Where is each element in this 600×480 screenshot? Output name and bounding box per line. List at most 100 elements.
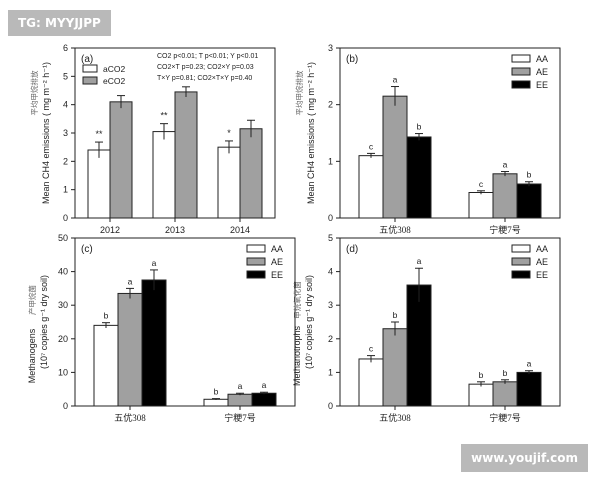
legend-label: EE (536, 270, 548, 280)
legend-swatch (511, 257, 531, 266)
significance-letter: b (104, 311, 109, 321)
bar (174, 91, 198, 219)
significance-letter: b (479, 370, 484, 380)
significance-letter: b (503, 368, 508, 378)
significance-letter: b (214, 387, 219, 397)
bar (516, 371, 542, 407)
ylabel: Methanotrophs (292, 325, 302, 386)
stats-line: CO2×T p=0.23; CO2×Y p=0.03 (157, 64, 254, 71)
plot-frame (339, 237, 561, 407)
bar (516, 183, 542, 219)
chart-panel-3: 0 10 20 30 40 50 产甲烷菌 Methanogens (10⁷ copies g⁻… (27, 233, 296, 423)
significance-letter: a (393, 75, 398, 85)
bar (358, 155, 384, 219)
legend-label: AE (536, 257, 548, 267)
legend: AA AE EE (511, 244, 548, 280)
significance-letter: b (417, 122, 422, 132)
legend-label: AE (271, 257, 283, 267)
y-tick-label: 5 (328, 233, 333, 243)
x-tick-label: 宁粳7号 (489, 224, 521, 235)
bar (382, 328, 408, 407)
legend: AA AE EE (246, 244, 283, 280)
significance-letter: a (503, 160, 508, 170)
significance-letter: a (128, 276, 133, 286)
x-tick-label: 五优308 (114, 412, 146, 423)
bar (406, 136, 432, 219)
y-tick-label: 40 (58, 267, 68, 277)
y-tick-label: 20 (58, 334, 68, 344)
stats-line: CO2 p<0.01; T p<0.01; Y p<0.01 (157, 53, 258, 60)
stats-line: T×Y p=0.81; CO2×T×Y p=0.40 (157, 75, 252, 82)
y-tick-label: 4 (63, 100, 68, 110)
chart-panel-4: 0 1 2 3 4 5 甲烷氧化菌 Methanotrophs (10⁷ copies g⁻¹ … (292, 233, 561, 423)
y-tick-label: 0 (328, 213, 333, 223)
bar (141, 279, 167, 407)
y-tick-label: 4 (328, 267, 333, 277)
ylabel-cn: 甲烷氧化菌 (292, 281, 302, 319)
x-tick-label: 宁粳7号 (224, 412, 256, 423)
significance-stars: ** (160, 111, 168, 121)
y-tick-label: 1 (328, 156, 333, 166)
y-tick-label: 0 (63, 401, 68, 411)
legend-swatch (246, 270, 266, 279)
y-tick-label: 2 (328, 334, 333, 344)
bar (239, 128, 263, 219)
y-tick-label: 1 (63, 185, 68, 195)
y-tick-label: 0 (63, 213, 68, 223)
significance-letter: a (152, 258, 157, 268)
chart-panel-2: 0 1 2 3 平均甲烷排放 Mean CH4 emissions ( mg m⁻² h⁻… (294, 43, 561, 235)
x-tick-label: 2012 (100, 225, 120, 235)
legend-swatch (511, 270, 531, 279)
significance-letter: c (369, 141, 374, 151)
watermark-bottom: www.youjif.com (461, 444, 588, 472)
ylabel: Methanogens (27, 328, 37, 383)
legend-swatch (82, 76, 98, 85)
bar (251, 392, 277, 407)
significance-letter: b (393, 310, 398, 320)
panel-label: (b) (346, 54, 358, 65)
legend-label: AA (271, 244, 283, 254)
significance-stars: * (227, 128, 231, 138)
y-tick-label: 10 (58, 367, 68, 377)
legend-label: EE (271, 270, 283, 280)
bar (358, 358, 384, 407)
bar (468, 383, 494, 407)
bar (227, 393, 253, 407)
bar (406, 284, 432, 407)
bar (93, 324, 119, 407)
y-tick-label: 1 (328, 367, 333, 377)
y-tick-label: 3 (328, 43, 333, 53)
legend-swatch (511, 54, 531, 63)
legend-swatch (511, 67, 531, 76)
legend-label: aCO2 (103, 64, 125, 74)
x-tick-label: 五优308 (379, 224, 411, 235)
ylabel-units: (10⁷ copies g⁻¹ dry soil) (39, 275, 49, 369)
legend-label: AA (536, 244, 548, 254)
bar (203, 398, 229, 407)
legend-swatch (511, 244, 531, 253)
bar (492, 381, 518, 407)
bar (217, 146, 241, 219)
legend-swatch (246, 244, 266, 253)
bar (87, 149, 111, 219)
panel-label: (c) (81, 244, 93, 255)
bar (109, 101, 133, 219)
legend-label: eCO2 (103, 76, 125, 86)
legend-swatch (82, 64, 98, 73)
ylabel-units: (10⁷ copies g⁻¹ dry soil) (304, 275, 314, 369)
y-tick-label: 30 (58, 300, 68, 310)
watermark-top: TG: MYYJJPP (8, 10, 111, 36)
bar (382, 95, 408, 219)
plot-frame (339, 47, 561, 219)
legend: AA AE EE (511, 54, 548, 90)
legend-label: EE (536, 80, 548, 90)
y-tick-label: 5 (63, 71, 68, 81)
plot-frame (74, 237, 296, 407)
panel-label: (d) (346, 244, 358, 255)
y-tick-label: 3 (328, 300, 333, 310)
significance-letter: c (479, 179, 484, 189)
significance-letter: a (262, 380, 267, 390)
y-tick-label: 2 (63, 156, 68, 166)
bar (492, 173, 518, 219)
